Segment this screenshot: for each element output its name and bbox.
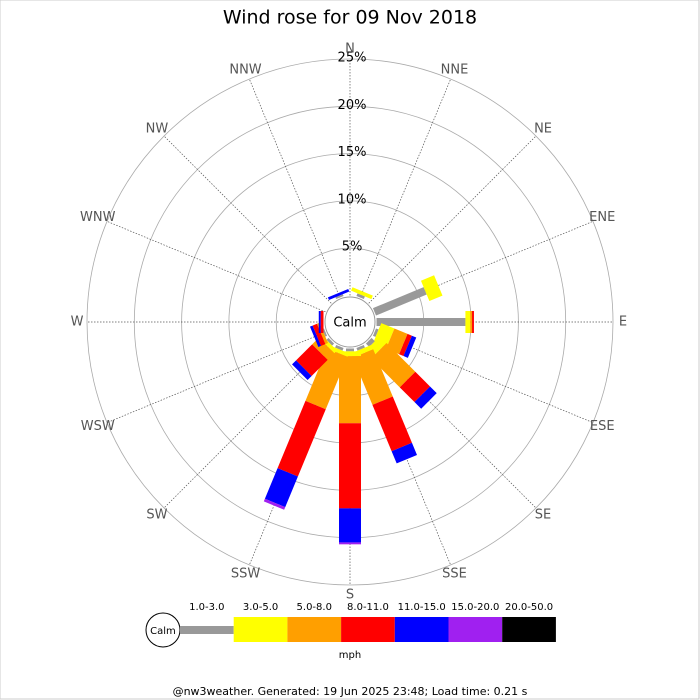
bar-segment [420, 275, 443, 302]
spoke [106, 221, 326, 313]
direction-label: SW [146, 508, 167, 523]
direction-label: W [71, 315, 84, 330]
legend-swatch [180, 626, 234, 634]
legend-swatch [233, 617, 288, 642]
bar-segment [356, 293, 365, 300]
bar-segment [370, 342, 416, 388]
direction-label: N [345, 42, 355, 57]
legend-label: 3.0-5.0 [243, 602, 278, 613]
ring-label: 15% [338, 145, 367, 160]
direction-label: NE [534, 121, 552, 136]
bar-segment [292, 360, 312, 380]
bar-segment [414, 386, 437, 409]
spoke [368, 135, 537, 304]
bar-segment [327, 288, 350, 300]
bar-segment [386, 328, 408, 355]
bar-segment [318, 311, 321, 333]
legend-label: 20.0-50.0 [505, 602, 553, 613]
legend: Calm mph 1.0-3.0 3.0-5.0 5.0-8.0 8.0-11.0 11… [145, 602, 556, 661]
legend-label: 11.0-15.0 [398, 602, 446, 613]
labels: 5% 10% 15% 20% 25%N NNE NE ENE E ESE SE SSE S SSW SW WS… [71, 42, 628, 603]
direction-label: WNW [80, 210, 116, 225]
legend-swatch [448, 617, 503, 642]
bar-segment [335, 294, 344, 300]
spoke [359, 78, 451, 298]
legend-label: 1.0-3.0 [189, 602, 224, 613]
bar-segment [391, 442, 418, 464]
bar-segment [465, 311, 471, 333]
bars [263, 275, 474, 545]
bar-segment [339, 351, 361, 357]
bar-segment [305, 348, 348, 410]
direction-label: NW [146, 121, 169, 136]
spoke [163, 135, 332, 304]
bar-segment [339, 508, 361, 543]
direction-label: E [619, 315, 627, 330]
chart-title: Wind rose for 09 Nov 2018 [223, 7, 477, 29]
footer: @nw3weather. Generated: 19 Jun 2025 23:4… [173, 685, 528, 698]
legend-calm-label: Calm [150, 626, 176, 637]
bar-segment [277, 400, 326, 477]
bar-segment [399, 371, 431, 403]
bar-segment [399, 333, 412, 357]
legend-swatch [502, 617, 556, 642]
bar-segment [352, 349, 393, 405]
calm-circle [324, 296, 376, 348]
direction-label: WSW [81, 419, 115, 434]
bar-segment [326, 337, 335, 346]
direction-label: SSW [231, 567, 261, 582]
bar-segment [335, 344, 344, 351]
bar-segment [309, 325, 321, 348]
bar-segment [403, 335, 417, 358]
bar-segment [312, 323, 326, 346]
bar-segment [372, 328, 379, 337]
bar-segment [339, 356, 361, 424]
direction-label: SSE [442, 567, 467, 582]
direction-label: NNE [441, 62, 469, 77]
bar-segment [351, 287, 373, 300]
bar-segment [372, 287, 427, 316]
direction-label: SE [535, 508, 551, 523]
bar-segment [472, 311, 474, 333]
bar-segment [356, 344, 365, 351]
ring-label: 10% [338, 192, 367, 207]
calm-label: Calm [333, 316, 366, 331]
bar-segment [263, 498, 286, 510]
direction-label: ENE [589, 210, 615, 225]
ring [86, 58, 614, 586]
legend-units: mph [339, 650, 361, 661]
ring-label: 5% [342, 240, 363, 255]
legend-swatch [287, 617, 342, 642]
bar-segment [376, 318, 466, 326]
direction-label: NNW [229, 62, 261, 77]
spoke [106, 331, 326, 423]
bar-segment [372, 396, 412, 452]
bar-segment [346, 348, 354, 352]
direction-label: ESE [590, 419, 615, 434]
bar-segment [296, 344, 328, 376]
bar-segment [339, 423, 361, 509]
bar-segment [339, 542, 361, 545]
ring-label: 20% [338, 98, 367, 113]
bar-segment [365, 337, 375, 347]
ring-label: 25% [338, 51, 367, 66]
bar-segment [320, 311, 324, 333]
direction-label: S [346, 588, 354, 603]
legend-label: 15.0-20.0 [451, 602, 499, 613]
bar-segment [264, 468, 298, 508]
legend-label: 8.0-11.0 [347, 602, 389, 613]
legend-swatch [394, 617, 449, 642]
legend-label: 5.0-8.0 [297, 602, 332, 613]
spoke [249, 78, 341, 298]
legend-swatch [341, 617, 395, 642]
bar-segment [470, 311, 473, 333]
